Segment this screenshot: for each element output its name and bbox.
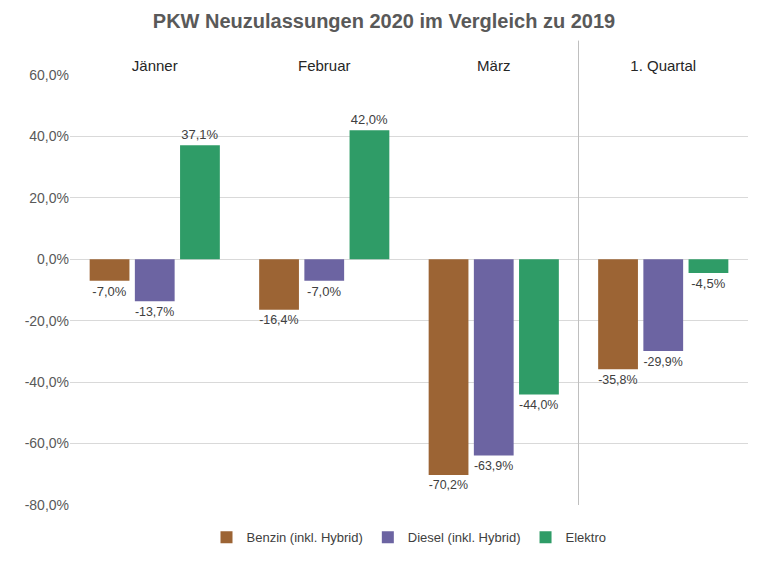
svg-text:Jänner: Jänner <box>132 57 178 74</box>
svg-text:40,0%: 40,0% <box>29 128 69 144</box>
svg-text:37,1%: 37,1% <box>181 127 218 142</box>
svg-text:-80,0%: -80,0% <box>25 497 69 513</box>
svg-text:PKW Neuzulassungen 2020 im Ver: PKW Neuzulassungen 2020 im Vergleich zu … <box>153 10 615 32</box>
svg-text:-40,0%: -40,0% <box>25 374 69 390</box>
svg-text:60,0%: 60,0% <box>29 67 69 83</box>
svg-text:-7,0%: -7,0% <box>307 284 341 299</box>
svg-text:-60,0%: -60,0% <box>25 435 69 451</box>
svg-text:Diesel (inkl. Hybrid): Diesel (inkl. Hybrid) <box>408 530 521 545</box>
svg-text:0,0%: 0,0% <box>37 251 69 267</box>
svg-text:-4,5%: -4,5% <box>691 276 725 291</box>
svg-text:Elektro: Elektro <box>566 530 606 545</box>
svg-text:Benzin (inkl. Hybrid): Benzin (inkl. Hybrid) <box>247 530 363 545</box>
svg-text:-63,9%: -63,9% <box>474 459 513 473</box>
svg-text:Februar: Februar <box>298 57 351 74</box>
svg-text:-7,0%: -7,0% <box>92 284 126 299</box>
svg-text:März: März <box>477 57 510 74</box>
svg-text:-70,2%: -70,2% <box>429 478 468 492</box>
svg-text:1. Quartal: 1. Quartal <box>630 57 696 74</box>
svg-text:-16,4%: -16,4% <box>259 313 298 327</box>
svg-text:-44,0%: -44,0% <box>519 398 558 412</box>
svg-text:-20,0%: -20,0% <box>25 313 69 329</box>
svg-text:20,0%: 20,0% <box>29 190 69 206</box>
svg-text:-29,9%: -29,9% <box>643 355 682 369</box>
svg-text:42,0%: 42,0% <box>351 112 388 127</box>
svg-text:-13,7%: -13,7% <box>135 305 174 319</box>
svg-text:-35,8%: -35,8% <box>598 373 637 387</box>
